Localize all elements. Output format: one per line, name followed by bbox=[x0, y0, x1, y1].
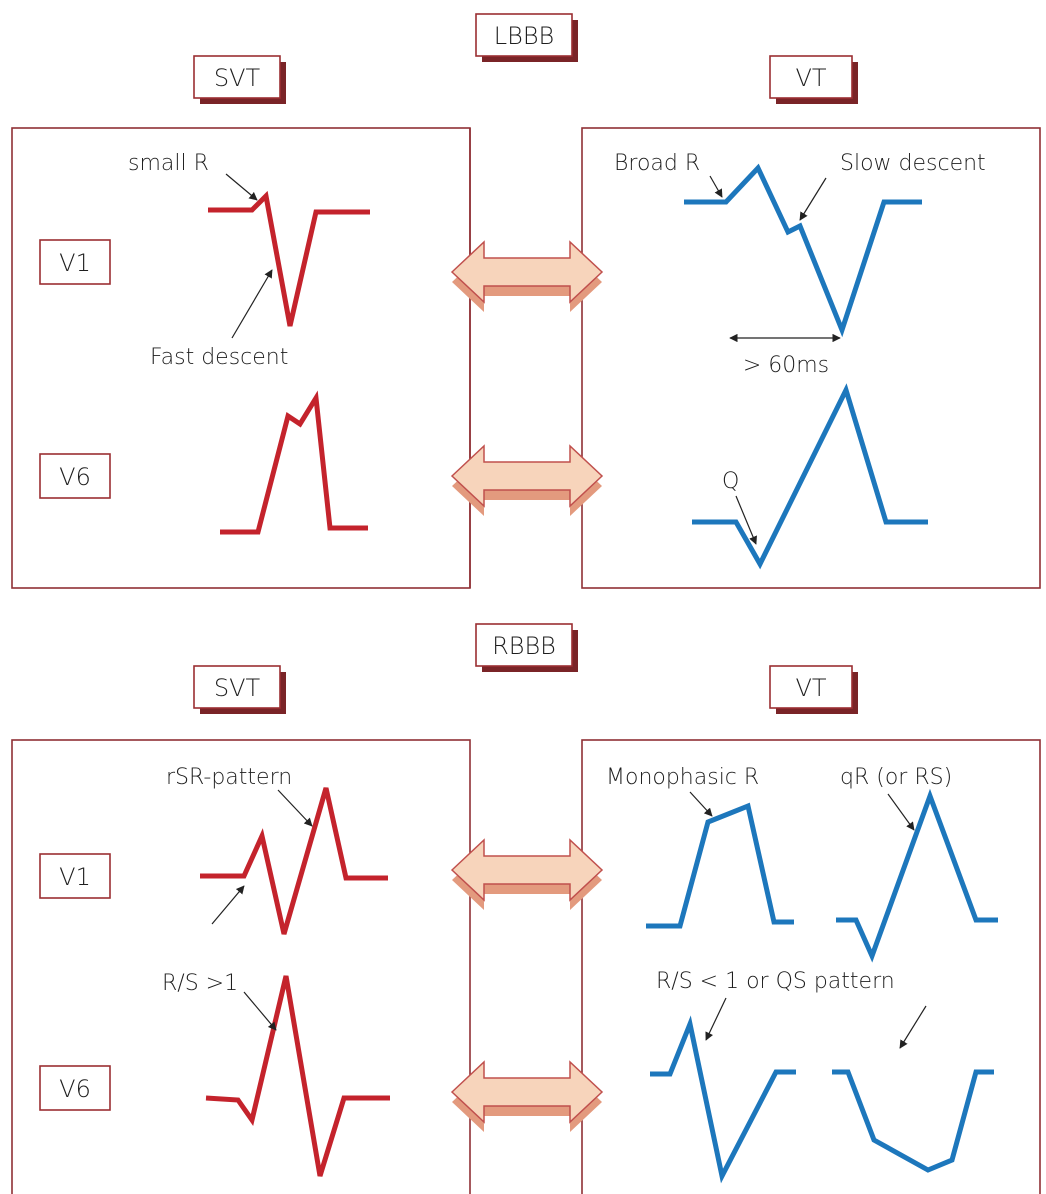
slow-descent-pointer bbox=[799, 177, 827, 221]
rbbb-vt-v1-monophasic-trace bbox=[646, 802, 794, 929]
rbbb-title: RBBB bbox=[492, 632, 556, 660]
rs-ratio-pointer bbox=[243, 991, 277, 1031]
lbbb-lead-v1-label: V1 bbox=[59, 249, 91, 277]
rbbb-section: RBBB SVT VT V1 V6 rSR-pattern R/S > bbox=[11, 623, 1041, 1194]
rs-lt1-pointer bbox=[705, 997, 727, 1041]
lbbb-svt-v1-trace bbox=[208, 190, 370, 327]
lbbb-lead-v1-box: V1 bbox=[39, 239, 111, 285]
lbbb-svt-small-r-annotation: small R bbox=[128, 151, 209, 176]
rbbb-svt-header: SVT bbox=[214, 674, 261, 702]
lbbb-vt-panel bbox=[581, 127, 1041, 589]
rbbb-lead-v6-label: V6 bbox=[59, 1075, 91, 1103]
small-r-pointer bbox=[225, 173, 258, 201]
rbbb-lead-v1-box: V1 bbox=[39, 853, 111, 899]
lbbb-vt-header: VT bbox=[795, 64, 826, 92]
rbbb-vt-monophasic-annotation: Monophasic R bbox=[606, 765, 759, 790]
lbbb-svt-v6-trace bbox=[220, 390, 368, 535]
lbbb-vt-q-annotation: Q bbox=[722, 469, 739, 494]
rbbb-svt-panel bbox=[11, 739, 471, 1194]
rbbb-svt-v1-trace bbox=[200, 787, 388, 935]
lbbb-lead-v6-label: V6 bbox=[59, 463, 91, 491]
rbbb-title-box: RBBB bbox=[475, 623, 578, 672]
rbbb-vt-v6-qs-trace bbox=[832, 1069, 994, 1173]
lbbb-svt-fast-descent-annotation: Fast descent bbox=[150, 345, 288, 370]
lbbb-vt-slow-descent-annotation: Slow descent bbox=[840, 151, 986, 176]
lbbb-vt-v1-trace bbox=[684, 163, 922, 338]
rbbb-vt-qr-annotation: qR (or RS) bbox=[840, 765, 952, 790]
lbbb-v6-double-arrow bbox=[450, 444, 604, 516]
rbbb-v6-double-arrow bbox=[450, 1060, 604, 1132]
lbbb-title-box: LBBB bbox=[475, 13, 578, 62]
lbbb-vt-v6-trace bbox=[692, 383, 928, 570]
lbbb-svt-header: SVT bbox=[214, 64, 261, 92]
lbbb-vt-broad-r-annotation: Broad R bbox=[614, 151, 700, 176]
small-r-rsr-pointer bbox=[211, 885, 245, 925]
rbbb-svt-v6-trace bbox=[205, 975, 390, 1177]
rbbb-vt-header-box: VT bbox=[769, 665, 858, 714]
rbbb-vt-rs-qs-annotation: R/S < 1 or QS pattern bbox=[656, 969, 895, 994]
rbbb-vt-v6-rs-trace bbox=[650, 1015, 796, 1184]
rbbb-svt-rs-ratio-annotation: R/S >1 bbox=[162, 971, 238, 996]
lbbb-svt-panel bbox=[11, 127, 471, 589]
lbbb-svt-header-box: SVT bbox=[193, 55, 286, 104]
qs-pointer bbox=[899, 1005, 927, 1049]
rbbb-v1-double-arrow bbox=[450, 838, 604, 910]
fast-descent-pointer bbox=[231, 269, 273, 339]
rbbb-lead-v1-label: V1 bbox=[59, 863, 91, 891]
lbbb-title: LBBB bbox=[494, 22, 555, 50]
q-pointer bbox=[735, 495, 757, 545]
rbbb-vt-v1-qr-trace bbox=[836, 788, 998, 963]
rbbb-lead-v6-box: V6 bbox=[39, 1065, 111, 1111]
lbbb-vt-header-box: VT bbox=[769, 55, 858, 104]
lbbb-vt-duration-annotation: > 60ms bbox=[743, 353, 829, 378]
lbbb-section: LBBB SVT VT V1 V6 small R bbox=[11, 13, 1041, 589]
rbbb-svt-rsr-annotation: rSR-pattern bbox=[166, 765, 292, 790]
qr-pointer bbox=[887, 793, 915, 831]
rbbb-svt-header-box: SVT bbox=[193, 665, 286, 714]
lbbb-lead-v6-box: V6 bbox=[39, 453, 111, 499]
lbbb-v1-double-arrow bbox=[450, 240, 604, 312]
rbbb-vt-header: VT bbox=[795, 674, 826, 702]
rbbb-vt-panel bbox=[581, 739, 1041, 1194]
monophasic-pointer bbox=[689, 791, 713, 817]
broad-r-pointer bbox=[709, 175, 723, 198]
rsr-pointer bbox=[277, 789, 313, 827]
